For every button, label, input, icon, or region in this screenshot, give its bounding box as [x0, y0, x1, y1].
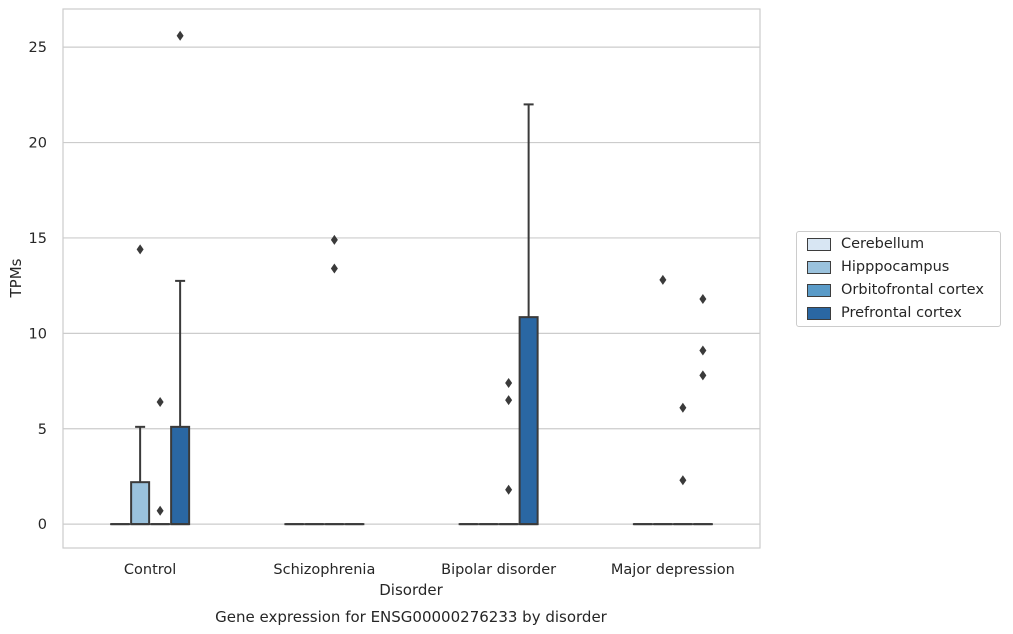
- box-orbitofrontal-cortex-2: [498, 377, 519, 526]
- outlier-point-prefrontal-cortex: [176, 30, 184, 41]
- legend-label-cerebellum: Cerebellum: [841, 236, 925, 252]
- outlier-point-prefrontal-cortex: [699, 345, 707, 356]
- box-layer: [110, 30, 713, 526]
- legend-label-hippocampus: Hipppocampus: [841, 259, 950, 275]
- legend-swatch-orbitofrontal-cortex: [807, 283, 831, 297]
- y-tick-label-20: 20: [29, 136, 47, 152]
- x-tick-labels: Control Schizophrenia Bipolar disorder Majo…: [124, 562, 735, 578]
- box-orbitofrontal-cortex-3: [672, 402, 693, 526]
- outlier-point-orbitofrontal-cortex: [156, 397, 164, 408]
- outlier-point-hipppocampus: [659, 274, 667, 285]
- outlier-point-orbitofrontal-cortex: [505, 484, 513, 495]
- y-tick-label-0: 0: [38, 517, 47, 533]
- grid-lines: [63, 46, 760, 525]
- box-body-prefrontal-cortex: [518, 316, 539, 526]
- x-tick-label-bipolar-disorder: Bipolar disorder: [441, 562, 556, 578]
- y-tick-labels: 0 5 10 15 20 25: [29, 40, 47, 533]
- outlier-point-orbitofrontal-cortex: [505, 395, 513, 406]
- legend-swatch-cerebellum: [807, 237, 831, 251]
- box-body-hipppocampus: [130, 481, 151, 526]
- plot-frame: [62, 8, 761, 549]
- y-tick-label-25: 25: [29, 40, 47, 56]
- x-tick-label-major-depression: Major depression: [611, 562, 735, 578]
- legend: Cerebellum Hipppocampus Orbitofrontal co…: [796, 231, 1001, 327]
- box-prefrontal-cortex-0: [170, 30, 191, 526]
- x-axis-label: Disorder: [379, 581, 443, 599]
- box-orbitofrontal-cortex-0: [150, 397, 171, 526]
- y-tick-label-15: 15: [29, 231, 47, 247]
- outlier-point-orbitofrontal-cortex: [156, 505, 164, 516]
- chart-title: Gene expression for ENSG00000276233 by d…: [215, 608, 608, 626]
- box-prefrontal-cortex-3: [692, 294, 713, 526]
- box-hipppocampus-0: [130, 244, 151, 526]
- outlier-point-hipppocampus: [136, 244, 144, 255]
- x-tick-label-schizophrenia: Schizophrenia: [273, 562, 375, 578]
- outlier-point-orbitofrontal-cortex: [679, 475, 687, 486]
- y-tick-label-5: 5: [38, 422, 47, 438]
- outlier-point-orbitofrontal-cortex: [679, 402, 687, 413]
- box-prefrontal-cortex-2: [518, 103, 539, 526]
- legend-swatch-prefrontal-cortex: [807, 306, 831, 320]
- outlier-point-prefrontal-cortex: [699, 370, 707, 381]
- box-orbitofrontal-cortex-1: [324, 234, 345, 526]
- legend-item-hippocampus: Hipppocampus: [807, 257, 949, 277]
- legend-swatch-hippocampus: [807, 260, 831, 274]
- outlier-point-orbitofrontal-cortex: [330, 263, 338, 274]
- outlier-point-prefrontal-cortex: [699, 294, 707, 305]
- y-axis-label: TPMs: [7, 258, 25, 298]
- box-hipppocampus-3: [652, 274, 673, 526]
- y-tick-label-10: 10: [29, 326, 47, 342]
- x-tick-label-control: Control: [124, 562, 176, 578]
- box-body-prefrontal-cortex: [170, 425, 191, 526]
- legend-item-prefrontal-cortex: Prefrontal cortex: [807, 303, 962, 323]
- outlier-point-orbitofrontal-cortex: [330, 234, 338, 245]
- legend-item-cerebellum: Cerebellum: [807, 234, 924, 254]
- legend-label-prefrontal-cortex: Prefrontal cortex: [841, 305, 962, 321]
- legend-item-orbitofrontal-cortex: Orbitofrontal cortex: [807, 280, 984, 300]
- outlier-point-orbitofrontal-cortex: [505, 377, 513, 388]
- legend-label-orbitofrontal-cortex: Orbitofrontal cortex: [841, 282, 984, 298]
